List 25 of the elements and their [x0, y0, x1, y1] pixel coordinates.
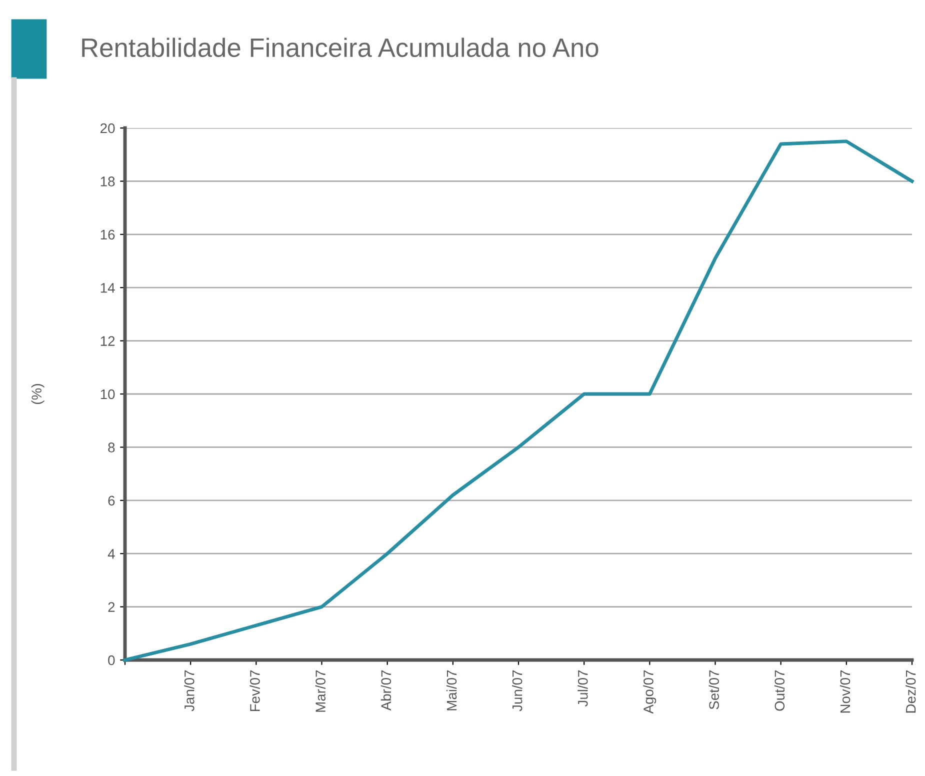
x-tick-label: Fev/07 [250, 670, 260, 712]
x-tick-label: Nov/07 [840, 670, 850, 713]
y-tick-label: 16 [100, 230, 115, 240]
y-axis-title: (%) [31, 384, 44, 404]
y-tick-label: 12 [100, 336, 115, 346]
x-tick-label: Mai/07 [446, 670, 457, 710]
y-tick-label: 4 [108, 549, 115, 559]
x-tick-label: Mar/07 [315, 670, 326, 712]
y-tick-label: 2 [108, 602, 115, 612]
y-tick-label: 8 [108, 442, 115, 452]
x-tick-label: Jul/07 [578, 670, 588, 707]
y-tick-label: 18 [100, 176, 115, 186]
y-tick-label: 14 [100, 283, 115, 293]
x-tick-label: Set/07 [708, 670, 719, 710]
x-tick-label: Ago/07 [643, 670, 656, 714]
y-tick-label: 6 [108, 496, 115, 506]
x-tick-label: Out/07 [774, 670, 785, 711]
x-tick-label: Abr/07 [380, 670, 392, 711]
x-tick-label: Dez/07 [906, 670, 916, 713]
y-tick-label: 0 [108, 655, 115, 666]
y-tick-label: 10 [100, 389, 115, 400]
x-tick-label: Jan/07 [184, 670, 194, 712]
y-tick-label: 20 [100, 123, 115, 134]
chart-title: Rentabilidade Financeira Acumulada no Ano [82, 38, 598, 58]
x-tick-label: Jun/07 [512, 670, 522, 712]
